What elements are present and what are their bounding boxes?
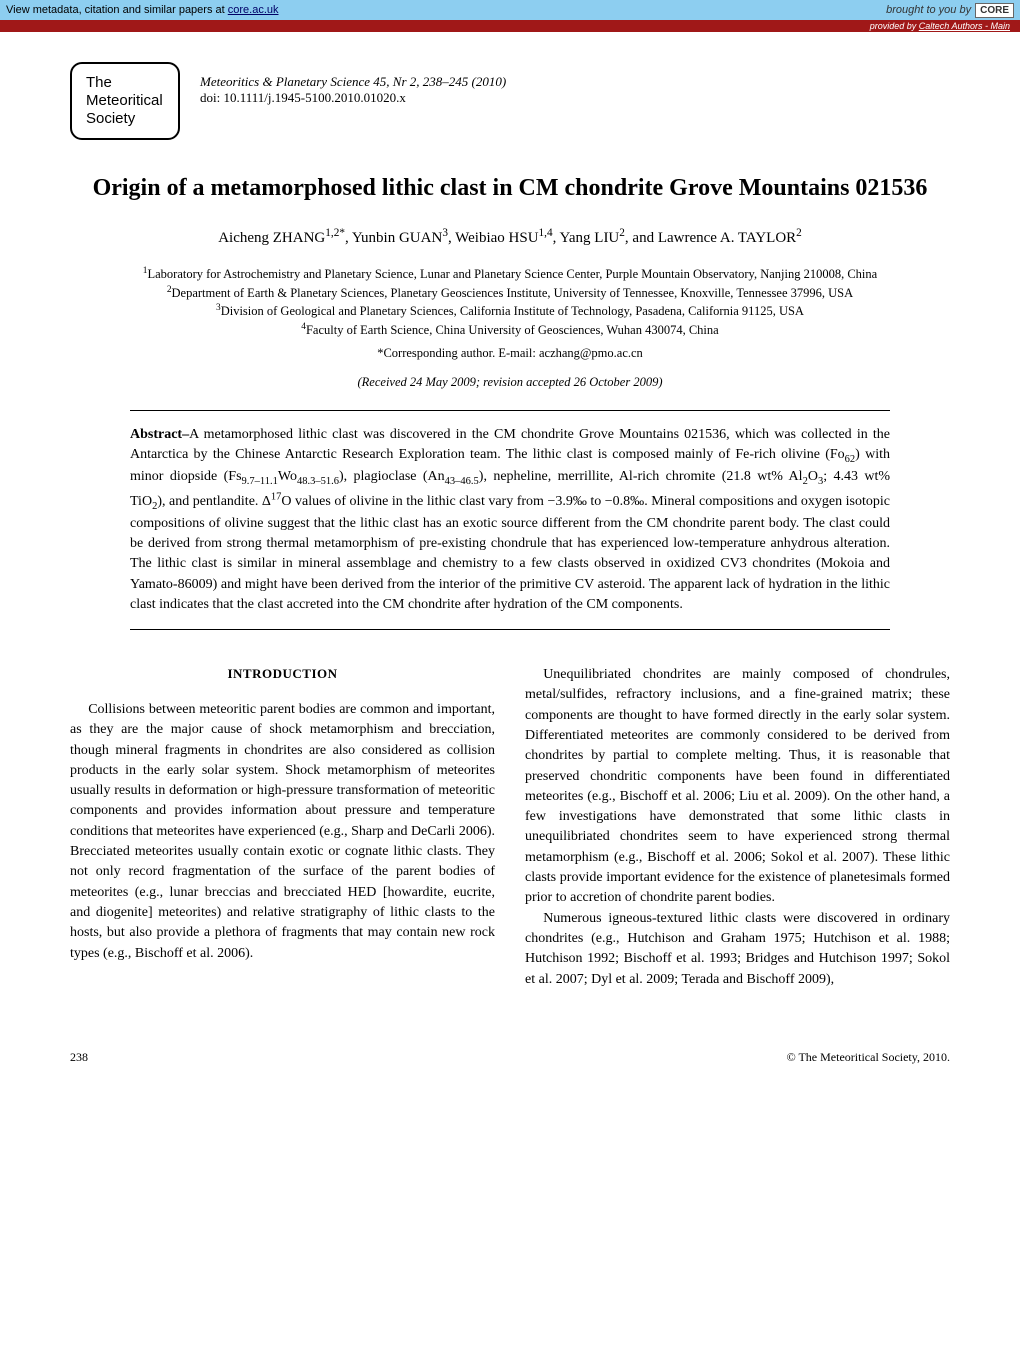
copyright: © The Meteoritical Society, 2010.: [787, 1050, 950, 1065]
corresponding-author: *Corresponding author. E-mail: aczhang@p…: [70, 346, 950, 361]
core-badge[interactable]: CORE: [975, 3, 1014, 18]
abstract-label: Abstract–: [130, 427, 189, 442]
banner-left-text: View metadata, citation and similar pape…: [6, 4, 228, 16]
authors: Aicheng ZHANG1,2*, Yunbin GUAN3, Weibiao…: [70, 227, 950, 247]
provided-prefix: provided by: [870, 21, 919, 31]
page-number: 238: [70, 1050, 88, 1065]
section-heading: INTRODUCTION: [70, 665, 495, 684]
affiliations: 1Laboratory for Astrochemistry and Plane…: [70, 265, 950, 340]
journal-citation: Meteoritics & Planetary Science 45, Nr 2…: [200, 74, 506, 90]
abstract-body: A metamorphosed lithic clast was discove…: [130, 427, 890, 612]
column-left: INTRODUCTION Collisions between meteorit…: [70, 665, 495, 990]
paragraph: Numerous igneous-textured lithic clasts …: [525, 909, 950, 990]
banner-right: brought to you by CORE: [886, 3, 1014, 18]
logo-line3: Society: [86, 110, 164, 128]
paragraph: Collisions between meteoritic parent bod…: [70, 700, 495, 964]
journal-info: Meteoritics & Planetary Science 45, Nr 2…: [200, 62, 506, 106]
header-row: The Meteoritical Society Meteoritics & P…: [70, 62, 950, 140]
affiliation: 3Division of Geological and Planetary Sc…: [70, 302, 950, 321]
provided-bar: provided by Caltech Authors - Main: [0, 20, 1020, 32]
article-title: Origin of a metamorphosed lithic clast i…: [70, 175, 950, 202]
paragraph: Unequilibriated chondrites are mainly co…: [525, 665, 950, 909]
page-footer: 238 © The Meteoritical Society, 2010.: [70, 1050, 950, 1065]
logo-line1: The: [86, 74, 164, 92]
core-link[interactable]: core.ac.uk: [228, 4, 279, 16]
logo-line2: Meteoritical: [86, 92, 164, 110]
banner-left: View metadata, citation and similar pape…: [6, 4, 279, 16]
society-logo: The Meteoritical Society: [70, 62, 180, 140]
affiliation: 1Laboratory for Astrochemistry and Plane…: [70, 265, 950, 284]
affiliation: 2Department of Earth & Planetary Science…: [70, 284, 950, 303]
affiliation: 4Faculty of Earth Science, China Univers…: [70, 321, 950, 340]
provided-link[interactable]: Caltech Authors - Main: [919, 21, 1010, 31]
body-columns: INTRODUCTION Collisions between meteorit…: [70, 665, 950, 990]
abstract: Abstract–A metamorphosed lithic clast wa…: [130, 410, 890, 630]
metadata-banner: View metadata, citation and similar pape…: [0, 0, 1020, 20]
received-dates: (Received 24 May 2009; revision accepted…: [70, 375, 950, 390]
journal-doi: doi: 10.1111/j.1945-5100.2010.01020.x: [200, 90, 506, 106]
column-right: Unequilibriated chondrites are mainly co…: [525, 665, 950, 990]
page-content: The Meteoritical Society Meteoritics & P…: [0, 32, 1020, 1105]
brought-by-text: brought to you by: [886, 4, 971, 16]
